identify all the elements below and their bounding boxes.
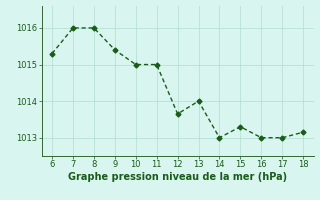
X-axis label: Graphe pression niveau de la mer (hPa): Graphe pression niveau de la mer (hPa) [68,172,287,182]
